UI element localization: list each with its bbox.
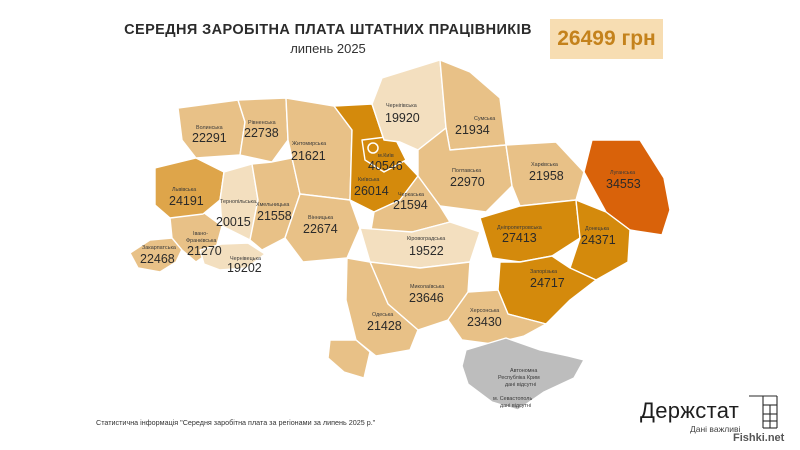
region-name-sumska: Сумська — [474, 116, 495, 122]
region-name-khmelnytska: Хмельницька — [256, 202, 289, 208]
sevastopol-label-line1: м. Севастополь — [493, 396, 532, 402]
crimea-label-line2: Республіка Крим — [498, 375, 540, 381]
watermark: Fishki.net — [733, 432, 785, 444]
region-value-chernivetska: 19202 — [227, 261, 262, 275]
region-value-luhanska: 34553 — [606, 177, 641, 191]
region-shape-zakarpatska — [129, 237, 185, 273]
region-name-dnipropetrovska: Дніпропетровська — [497, 225, 542, 231]
region-shape-crimea — [461, 337, 585, 411]
region-name-kyiv-city: м.Київ — [378, 153, 394, 159]
page-title: СЕРЕДНЯ ЗАРОБІТНА ПЛАТА ШТАТНИХ ПРАЦІВНИ… — [124, 22, 532, 38]
average-salary-badge: 26499 грн — [550, 19, 663, 59]
region-name-odeska: Одеська — [372, 312, 393, 318]
brand-tagline: Дані важливі — [690, 424, 741, 434]
source-note: Статистична інформація "Середня заробітн… — [96, 418, 376, 427]
region-shape-luhanska — [583, 139, 671, 236]
region-value-khmelnytska: 21558 — [257, 209, 292, 223]
region-name-chernihivska: Чернігівська — [386, 103, 417, 109]
region-value-zhytomyrska: 21621 — [291, 149, 326, 163]
region-name-rivnenska: Рівненська — [248, 120, 276, 126]
region-value-dnipropetrovska: 27413 — [502, 231, 537, 245]
region-name-luhanska: Луганська — [610, 170, 635, 176]
region-name-zakarpatska: Закарпатська — [142, 245, 176, 251]
region-name-kharkivska: Харківська — [531, 162, 558, 168]
region-name-lvivska: Львівська — [172, 187, 196, 193]
region-shape-odeska — [345, 257, 419, 357]
region-name-zhytomyrska: Житомирська — [292, 141, 326, 147]
region-name-donetska: Донецька — [585, 226, 609, 232]
region-name-ivano-frankivska-1: Івано- — [193, 231, 208, 237]
region-value-kyivska: 26014 — [354, 184, 389, 198]
region-name-zaporizka: Запорізька — [530, 269, 557, 275]
region-shape-dnipropetrovska — [479, 199, 581, 263]
region-value-kyiv-city: 40546 — [368, 159, 403, 173]
region-name-chernivetska: Чернівецька — [230, 256, 261, 262]
region-name-khersonska: Херсонська — [470, 308, 499, 314]
region-value-volynska: 22291 — [192, 131, 227, 145]
crimea-label-line3: дані відсутні — [505, 382, 536, 388]
region-value-chernihivska: 19920 — [385, 111, 420, 125]
region-value-zakarpatska: 22468 — [140, 252, 175, 266]
region-value-khersonska: 23430 — [467, 315, 502, 329]
region-name-vinnytska: Вінницька — [308, 215, 333, 221]
region-value-mykolaivska: 23646 — [409, 291, 444, 305]
region-value-vinnytska: 22674 — [303, 222, 338, 236]
region-name-poltavska: Полтавська — [452, 168, 481, 174]
region-value-poltavska: 22970 — [450, 175, 485, 189]
region-value-cherkaska: 21594 — [393, 198, 428, 212]
region-shape-khersonska — [447, 289, 547, 345]
region-shape-lvivska — [154, 157, 225, 219]
region-value-kharkivska: 21958 — [529, 169, 564, 183]
region-shape-chernivetska — [199, 242, 266, 271]
region-value-kirovohradska: 19522 — [409, 244, 444, 258]
kyiv-city-marker — [367, 142, 379, 154]
region-value-ivano-frankivska: 21270 — [187, 244, 222, 258]
region-value-sumska: 21934 — [455, 123, 490, 137]
crimea-label-line1: Автономна — [510, 368, 537, 374]
region-value-odeska: 21428 — [367, 319, 402, 333]
region-value-ternopilska: 20015 — [216, 215, 251, 229]
region-name-kyivska: Київська — [358, 177, 379, 183]
region-name-kirovohradska: Кіровоградська — [407, 236, 445, 242]
region-name-cherkaska: Черкаська — [398, 192, 424, 198]
region-value-lvivska: 24191 — [169, 194, 204, 208]
region-name-volynska: Волинська — [196, 125, 223, 131]
region-shape-odeska-south — [327, 339, 371, 379]
region-name-ivano-frankivska-2: Франківська — [186, 238, 216, 244]
region-name-mykolaivska: Миколаївська — [410, 284, 444, 290]
page-subtitle: липень 2025 — [290, 41, 366, 56]
region-value-donetska: 24371 — [581, 233, 616, 247]
brand-name: Держстат — [640, 398, 740, 423]
region-name-ternopilska: Тернопільська — [220, 199, 256, 205]
sevastopol-label-line2: дані відсутні — [500, 403, 531, 409]
region-shape-donetska — [569, 199, 631, 281]
region-value-rivnenska: 22738 — [244, 126, 279, 140]
average-salary-value: 26499 грн — [557, 27, 656, 50]
derzhstat-logo-icon — [749, 395, 778, 429]
region-value-zaporizka: 24717 — [530, 276, 565, 290]
